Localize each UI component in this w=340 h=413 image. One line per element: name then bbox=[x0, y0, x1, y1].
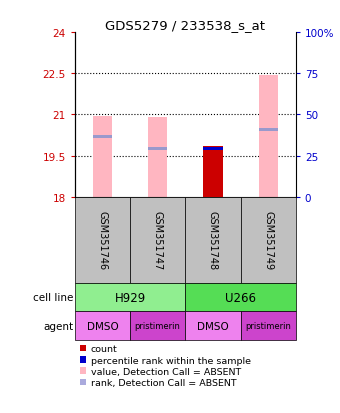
Text: GSM351748: GSM351748 bbox=[208, 211, 218, 270]
Bar bbox=[75, 284, 185, 312]
Bar bbox=[203, 147, 223, 197]
Bar bbox=[75, 312, 130, 340]
Bar bbox=[148, 118, 167, 197]
Bar bbox=[93, 116, 112, 197]
Bar bbox=[185, 284, 296, 312]
Bar bbox=[75, 197, 130, 284]
Text: DMSO: DMSO bbox=[197, 321, 229, 331]
Text: agent: agent bbox=[44, 321, 74, 331]
Text: GSM351747: GSM351747 bbox=[153, 211, 163, 270]
Text: pristimerin: pristimerin bbox=[135, 321, 181, 330]
Text: DMSO: DMSO bbox=[87, 321, 118, 331]
Text: GSM351749: GSM351749 bbox=[263, 211, 273, 270]
Title: GDS5279 / 233538_s_at: GDS5279 / 233538_s_at bbox=[105, 19, 265, 32]
Bar bbox=[203, 148, 223, 151]
Bar bbox=[241, 312, 296, 340]
Bar bbox=[185, 197, 241, 284]
Text: GSM351746: GSM351746 bbox=[98, 211, 107, 270]
Bar bbox=[258, 76, 278, 197]
Bar bbox=[241, 197, 296, 284]
Text: H929: H929 bbox=[115, 291, 146, 304]
Bar bbox=[148, 148, 167, 151]
Bar bbox=[130, 197, 185, 284]
Bar bbox=[130, 312, 185, 340]
Bar bbox=[185, 312, 241, 340]
Bar bbox=[93, 135, 112, 138]
Text: cell line: cell line bbox=[33, 293, 74, 303]
Bar bbox=[258, 129, 278, 131]
Text: pristimerin: pristimerin bbox=[245, 321, 291, 330]
Legend: count, percentile rank within the sample, value, Detection Call = ABSENT, rank, : count, percentile rank within the sample… bbox=[80, 344, 251, 387]
Text: U266: U266 bbox=[225, 291, 256, 304]
